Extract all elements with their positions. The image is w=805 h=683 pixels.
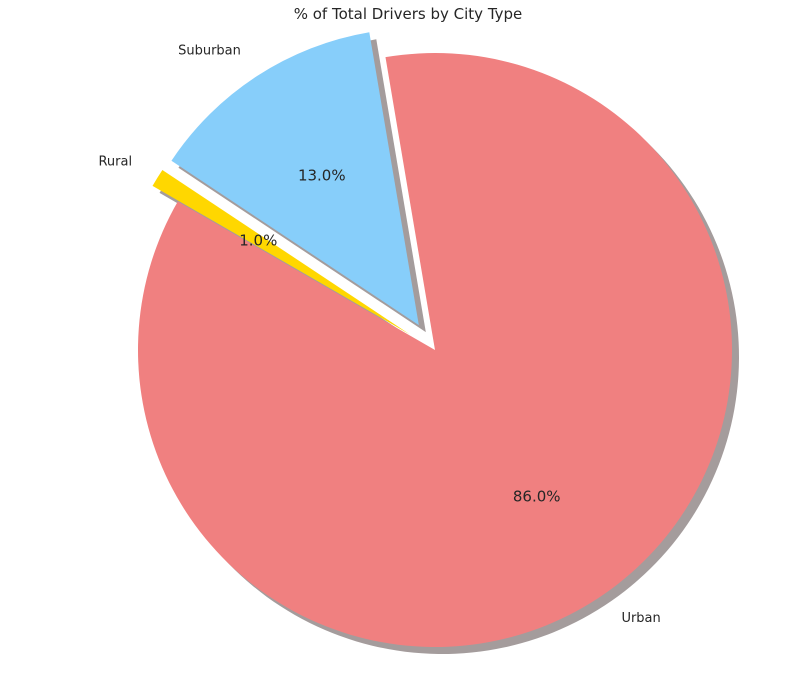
chart-title: % of Total Drivers by City Type bbox=[294, 5, 523, 23]
slice-label-rural: Rural bbox=[98, 155, 132, 170]
slice-urban bbox=[137, 52, 732, 647]
slice-pct-rural: 1.0% bbox=[239, 231, 277, 249]
slice-label-suburban: Suburban bbox=[178, 44, 241, 59]
pie-slices bbox=[137, 32, 732, 647]
slice-pct-urban: 86.0% bbox=[513, 487, 561, 505]
slice-label-urban: Urban bbox=[621, 611, 660, 626]
slice-labels: Urban 86.0% Suburban 13.0% Rural 1.0% bbox=[98, 44, 660, 626]
slice-suburban bbox=[171, 32, 419, 326]
slice-rural bbox=[152, 169, 410, 335]
slice-pct-suburban: 13.0% bbox=[298, 167, 346, 185]
